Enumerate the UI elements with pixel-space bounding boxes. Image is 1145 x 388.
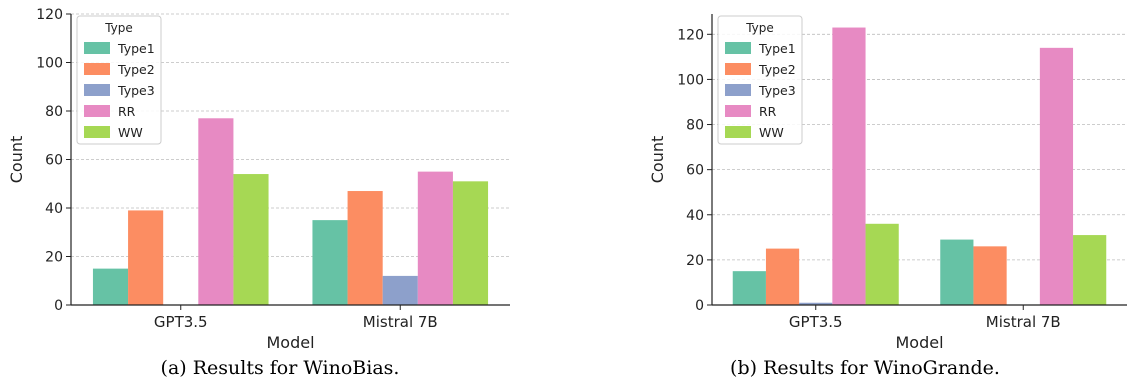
y-tick-label: 80: [686, 118, 704, 134]
chart-winobias: 0 20 40 60 80 100 120 GPT3.5 Mistral 7B Model Coun…: [7, 7, 510, 352]
y-tick-label: 120: [36, 7, 63, 23]
chart-panel-winobias: 0 20 40 60 80 100 120 GPT3.5 Mistral 7B Model Coun…: [0, 0, 560, 388]
y-tick-label: 20: [45, 250, 63, 266]
legend-title: Type: [745, 21, 774, 35]
x-tick-label: GPT3.5: [789, 313, 843, 331]
caption-winogrande: (b) Results for WinoGrande.: [730, 357, 1000, 379]
bar-rr-mistral-7b: [417, 171, 453, 305]
legend-label-ww: WW: [759, 125, 784, 140]
y-tick-label: 60: [45, 153, 63, 169]
bar-ww-mistral-7b: [452, 181, 489, 305]
y-tick-label: 0: [695, 298, 704, 314]
bar-type3-gpt3-5: [799, 302, 833, 305]
legend-label-type2: Type2: [117, 62, 155, 77]
y-tick-label: 20: [686, 253, 704, 269]
legend-swatch-type2: [725, 63, 751, 75]
x-tick-label: Mistral 7B: [363, 313, 438, 331]
legend-label-type2: Type2: [758, 62, 796, 77]
legend-swatch-ww: [725, 126, 751, 138]
bar-ww-gpt3-5: [865, 223, 899, 305]
legend-swatch-type2: [84, 63, 110, 75]
bar-type1-mistral-7b: [940, 239, 974, 305]
y-tick-label: 100: [677, 72, 704, 88]
y-tick-label: 120: [677, 27, 704, 43]
y-tick-label: 80: [45, 104, 63, 120]
legend: Type Type1 Type2 Type3 RR WW: [76, 15, 162, 145]
legend-swatch-type1: [84, 42, 110, 54]
legend-swatch-type3: [84, 84, 110, 96]
bar-ww-mistral-7b: [1073, 235, 1107, 305]
legend-label-rr: RR: [759, 104, 777, 119]
chart-panel-winogrande: 0 20 40 60 80 100 120 GPT3.5 Mistral 7B Model Coun…: [585, 0, 1145, 388]
bar-type1-gpt3-5: [92, 268, 129, 305]
x-axis-label: Model: [266, 333, 314, 350]
legend-label-type1: Type1: [117, 41, 155, 56]
legend: Type Type1 Type2 Type3 RR WW: [717, 15, 803, 145]
bar-rr-gpt3-5: [832, 27, 866, 306]
caption-winobias: (a) Results for WinoBias.: [160, 357, 400, 379]
legend-label-type3: Type3: [117, 83, 155, 98]
legend-swatch-type1: [725, 42, 751, 54]
bar-ww-gpt3-5: [233, 174, 269, 305]
legend-swatch-ww: [84, 126, 110, 138]
legend-title: Type: [104, 21, 133, 35]
legend-label-rr: RR: [118, 104, 136, 119]
bar-type1-mistral-7b: [312, 220, 348, 305]
x-axis-label: Model: [895, 333, 943, 350]
y-axis-label: Count: [648, 136, 667, 184]
x-tick-label: Mistral 7B: [986, 313, 1061, 331]
y-tick-label: 60: [686, 163, 704, 179]
bar-type2-gpt3-5: [765, 248, 800, 305]
bar-type2-gpt3-5: [128, 210, 164, 305]
bar-type1-gpt3-5: [732, 271, 766, 305]
y-tick-label: 40: [45, 201, 63, 217]
y-tick-label: 100: [36, 56, 63, 72]
bar-type2-mistral-7b: [973, 246, 1007, 305]
bar-rr-gpt3-5: [198, 118, 234, 306]
chart-winogrande: 0 20 40 60 80 100 120 GPT3.5 Mistral 7B Model Coun…: [648, 14, 1127, 352]
y-axis-label: Count: [7, 136, 26, 184]
bar-rr-mistral-7b: [1039, 47, 1074, 305]
legend-swatch-rr: [84, 105, 110, 117]
bar-type2-mistral-7b: [347, 191, 383, 305]
legend-label-ww: WW: [118, 125, 143, 140]
bar-type3-mistral-7b: [382, 275, 418, 305]
y-tick-label: 40: [686, 208, 704, 224]
legend-swatch-type3: [725, 84, 751, 96]
legend-label-type1: Type1: [758, 41, 796, 56]
x-tick-label: GPT3.5: [154, 313, 208, 331]
legend-swatch-rr: [725, 105, 751, 117]
y-tick-label: 0: [54, 298, 63, 314]
legend-label-type3: Type3: [758, 83, 796, 98]
